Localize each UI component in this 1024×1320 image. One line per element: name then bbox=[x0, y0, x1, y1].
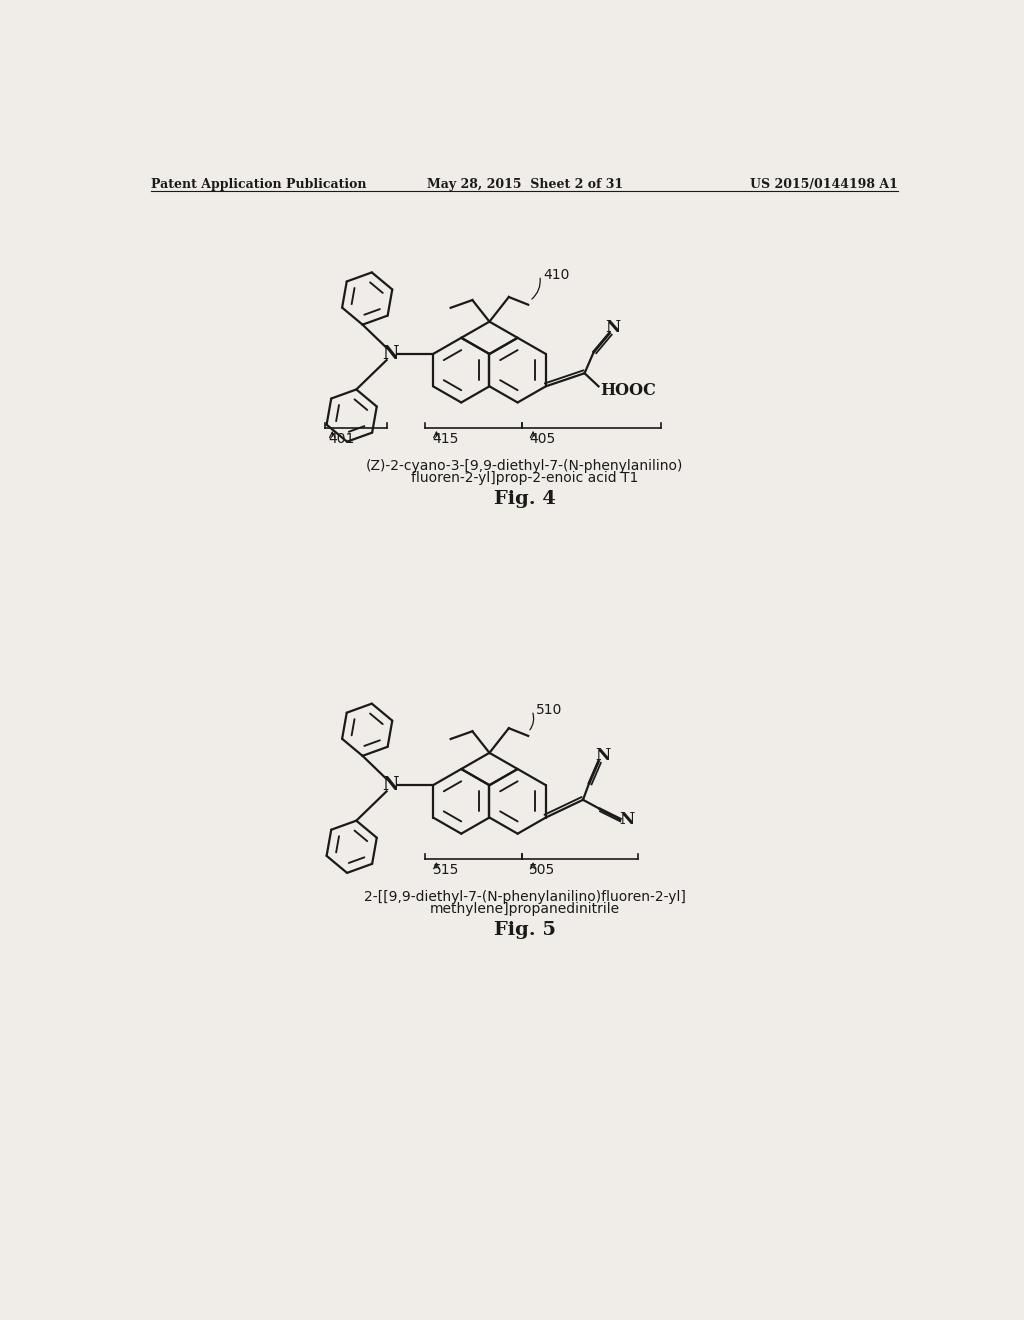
Text: methylene]propanedinitrile: methylene]propanedinitrile bbox=[430, 903, 620, 916]
Text: 2-[[9,9-diethyl-7-(N-phenylanilino)fluoren-2-yl]: 2-[[9,9-diethyl-7-(N-phenylanilino)fluor… bbox=[364, 890, 686, 904]
Text: HOOC: HOOC bbox=[600, 381, 656, 399]
Text: US 2015/0144198 A1: US 2015/0144198 A1 bbox=[751, 178, 898, 190]
Text: Fig. 4: Fig. 4 bbox=[494, 490, 556, 507]
Text: N: N bbox=[382, 345, 398, 363]
Text: 415: 415 bbox=[432, 432, 459, 446]
Text: 505: 505 bbox=[529, 863, 555, 876]
Text: (Z)-2-cyano-3-[9,9-diethyl-7-(N-phenylanilino): (Z)-2-cyano-3-[9,9-diethyl-7-(N-phenylan… bbox=[367, 459, 683, 473]
Text: 405: 405 bbox=[529, 432, 555, 446]
Text: N: N bbox=[595, 747, 610, 764]
Text: Fig. 5: Fig. 5 bbox=[494, 921, 556, 939]
Text: fluoren-2-yl]prop-2-enoic acid T1: fluoren-2-yl]prop-2-enoic acid T1 bbox=[411, 471, 639, 484]
Text: Patent Application Publication: Patent Application Publication bbox=[152, 178, 367, 190]
Text: N: N bbox=[618, 810, 634, 828]
Text: N: N bbox=[605, 318, 621, 335]
Text: 401: 401 bbox=[329, 432, 354, 446]
Text: N: N bbox=[382, 776, 398, 795]
Text: 510: 510 bbox=[536, 704, 562, 718]
Text: 515: 515 bbox=[432, 863, 459, 876]
Text: May 28, 2015  Sheet 2 of 31: May 28, 2015 Sheet 2 of 31 bbox=[427, 178, 623, 190]
Text: 410: 410 bbox=[544, 268, 570, 282]
